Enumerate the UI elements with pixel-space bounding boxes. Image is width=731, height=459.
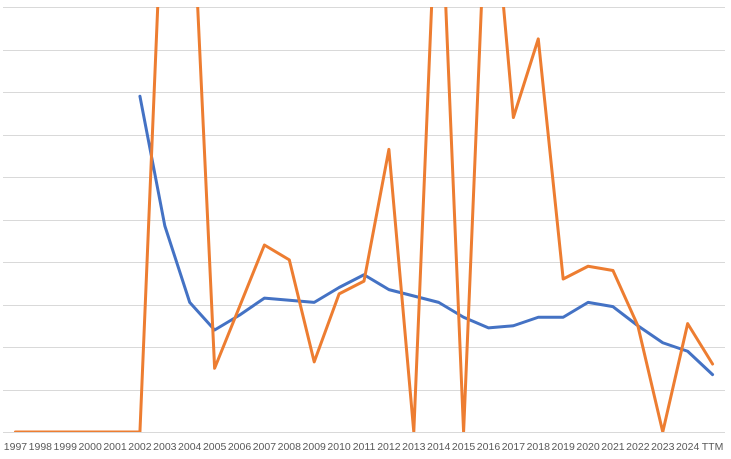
x-tick-label: 2015 (452, 441, 476, 453)
x-tick-label: 2019 (551, 441, 575, 453)
x-tick-label: 2001 (103, 441, 127, 453)
x-tick-label: 2000 (78, 441, 102, 453)
x-tick-label: 2006 (228, 441, 252, 453)
x-tick-label: 2002 (128, 441, 152, 453)
x-tick-label: 2013 (402, 441, 426, 453)
series-group (13, 7, 715, 432)
x-tick-label: 2007 (253, 441, 277, 453)
x-tick-label: 2020 (576, 441, 600, 453)
x-tick-label: 2023 (651, 441, 675, 453)
x-tick-label: TTM (702, 441, 724, 453)
x-axis: 1997 1998 1999 2000 2001 2002 2003 2004 2005 2006… (3, 432, 725, 453)
x-tick-label: 2017 (502, 441, 526, 453)
x-tick-label: 2011 (353, 441, 376, 453)
x-tick-label: 2004 (178, 441, 202, 453)
x-tick-label: 2005 (203, 441, 227, 453)
x-tick-label: 2016 (477, 441, 501, 453)
x-tick-label: 2021 (601, 441, 625, 453)
x-tick-label: 2014 (427, 441, 451, 453)
x-tick-label: 2024 (676, 441, 700, 453)
series-line-2 (13, 7, 715, 432)
x-tick-label: 2012 (377, 441, 401, 453)
x-tick-label: 1997 (4, 441, 28, 453)
gridlines (3, 7, 725, 391)
x-tick-label: 2009 (303, 441, 327, 453)
x-tick-label: 2003 (153, 441, 177, 453)
x-tick-label: 1998 (29, 441, 53, 453)
x-tick-label: 2010 (327, 441, 351, 453)
x-tick-label: 1999 (54, 441, 78, 453)
x-tick-label: 2018 (527, 441, 551, 453)
x-tick-label: 2008 (278, 441, 302, 453)
x-tick-label: 2022 (626, 441, 650, 453)
